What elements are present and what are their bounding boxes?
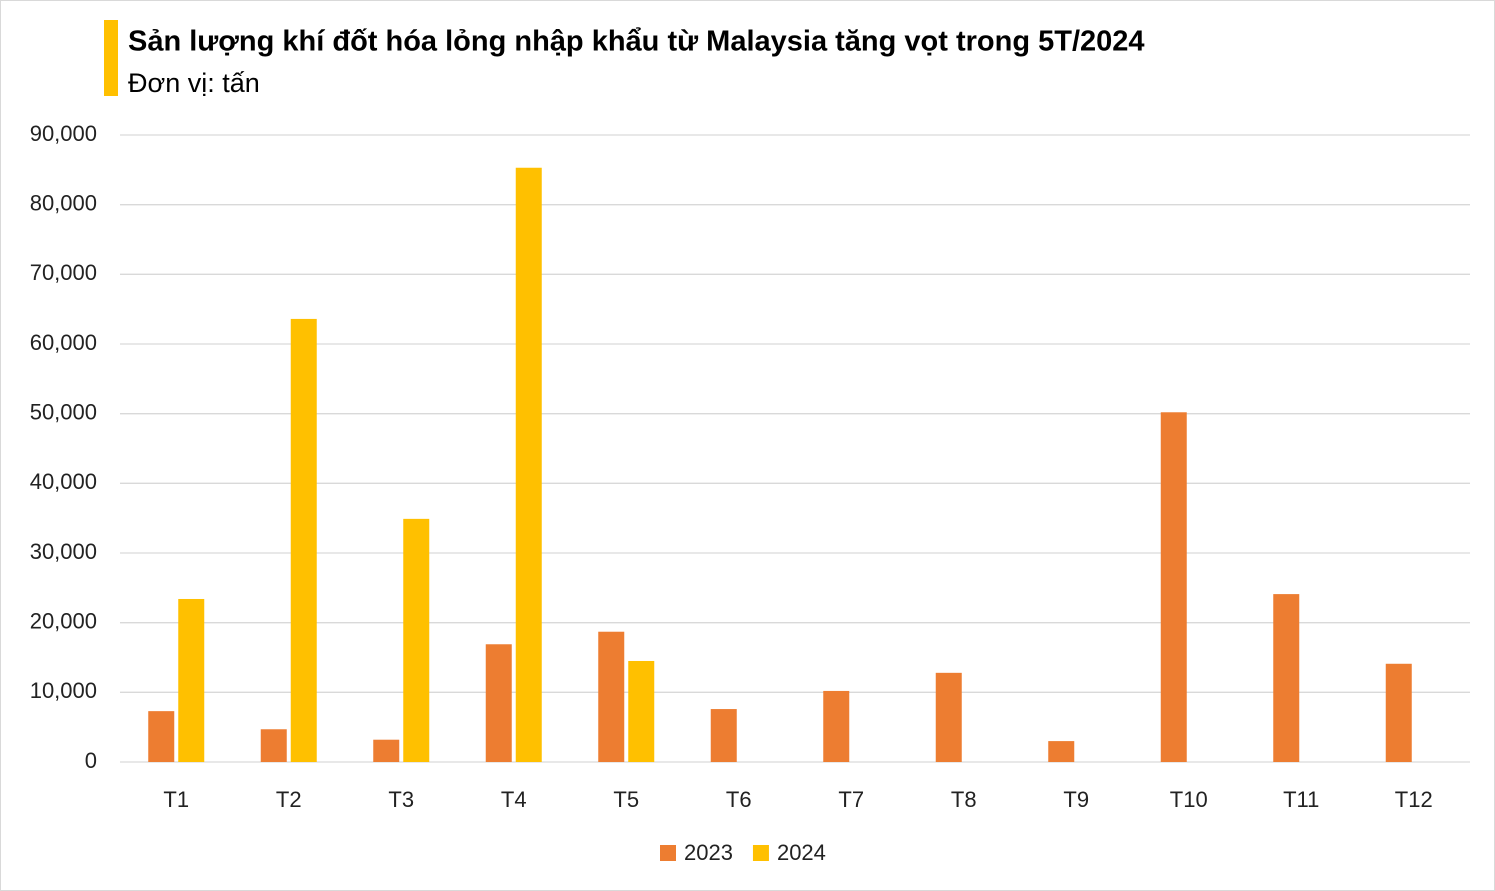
title-accent	[104, 20, 118, 96]
bar	[485, 644, 512, 762]
y-tick-label: 0	[85, 748, 97, 773]
x-tick-label: T2	[276, 787, 302, 812]
bar	[710, 709, 737, 762]
y-tick-label: 70,000	[30, 260, 97, 285]
y-tick-label: 20,000	[30, 608, 97, 633]
legend-swatch	[660, 845, 676, 861]
x-tick-label: T9	[1063, 787, 1089, 812]
bar	[260, 729, 287, 762]
bar	[1273, 594, 1300, 762]
chart-subtitle: Đơn vị: tấn	[128, 68, 260, 98]
bar	[935, 672, 962, 762]
legend-swatch	[752, 845, 769, 861]
bar	[403, 518, 430, 762]
bar	[1385, 663, 1412, 762]
x-tick-label: T5	[613, 787, 639, 812]
x-tick-label: T11	[1283, 787, 1319, 812]
y-tick-label: 30,000	[30, 539, 97, 564]
y-tick-label: 80,000	[30, 190, 97, 215]
y-tick-label: 40,000	[30, 469, 97, 494]
y-tick-label: 60,000	[30, 330, 97, 355]
bar	[1048, 741, 1075, 762]
y-tick-label: 50,000	[30, 399, 97, 424]
bar	[823, 690, 850, 762]
bar	[1160, 412, 1187, 762]
x-tick-label: T10	[1170, 787, 1208, 812]
bar	[373, 739, 400, 762]
legend-label: 2023	[684, 840, 733, 865]
bar	[290, 318, 317, 762]
x-tick-label: T8	[951, 787, 977, 812]
legend-label: 2024	[777, 840, 826, 865]
bar	[628, 660, 655, 762]
x-tick-label: T7	[838, 787, 864, 812]
bar	[515, 167, 542, 762]
chart-title: Sản lượng khí đốt hóa lỏng nhập khẩu từ …	[128, 26, 1145, 58]
x-tick-label: T3	[388, 787, 414, 812]
y-tick-label: 10,000	[30, 678, 97, 703]
y-tick-label: 90,000	[30, 121, 97, 146]
x-tick-label: T12	[1395, 787, 1433, 812]
bar	[598, 631, 625, 762]
x-tick-label: T1	[163, 787, 189, 812]
bar	[148, 711, 175, 762]
x-tick-label: T4	[501, 787, 527, 812]
bar	[178, 598, 205, 762]
x-tick-label: T6	[726, 787, 752, 812]
